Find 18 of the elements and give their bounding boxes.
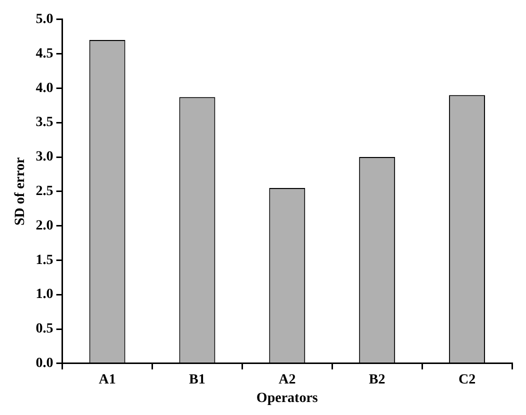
y-tick-label: 3.0 (36, 150, 54, 165)
x-tick-label: B1 (189, 372, 206, 388)
y-tick-label: 1.0 (36, 287, 54, 302)
y-tick-label: 4.0 (36, 80, 54, 96)
y-tick-label: 5.0 (36, 12, 54, 28)
y-tick-label: 0.0 (36, 356, 54, 372)
y-tick-label: 0.5 (36, 322, 54, 337)
x-tick-label: B2 (368, 372, 386, 388)
y-tick-label: 2.0 (36, 218, 54, 234)
x-tick-label: C2 (458, 372, 476, 388)
y-tick-label: 1.5 (36, 252, 54, 268)
x-axis-title: Operators (256, 391, 318, 406)
x-tick-label: A1 (98, 372, 116, 388)
y-axis-title: SD of error (13, 157, 28, 226)
y-tick-label: 4.5 (36, 46, 54, 62)
y-tick-label: 2.5 (36, 184, 54, 200)
x-tick-label: A2 (278, 372, 296, 388)
y-tick-label: 3.5 (36, 115, 54, 130)
